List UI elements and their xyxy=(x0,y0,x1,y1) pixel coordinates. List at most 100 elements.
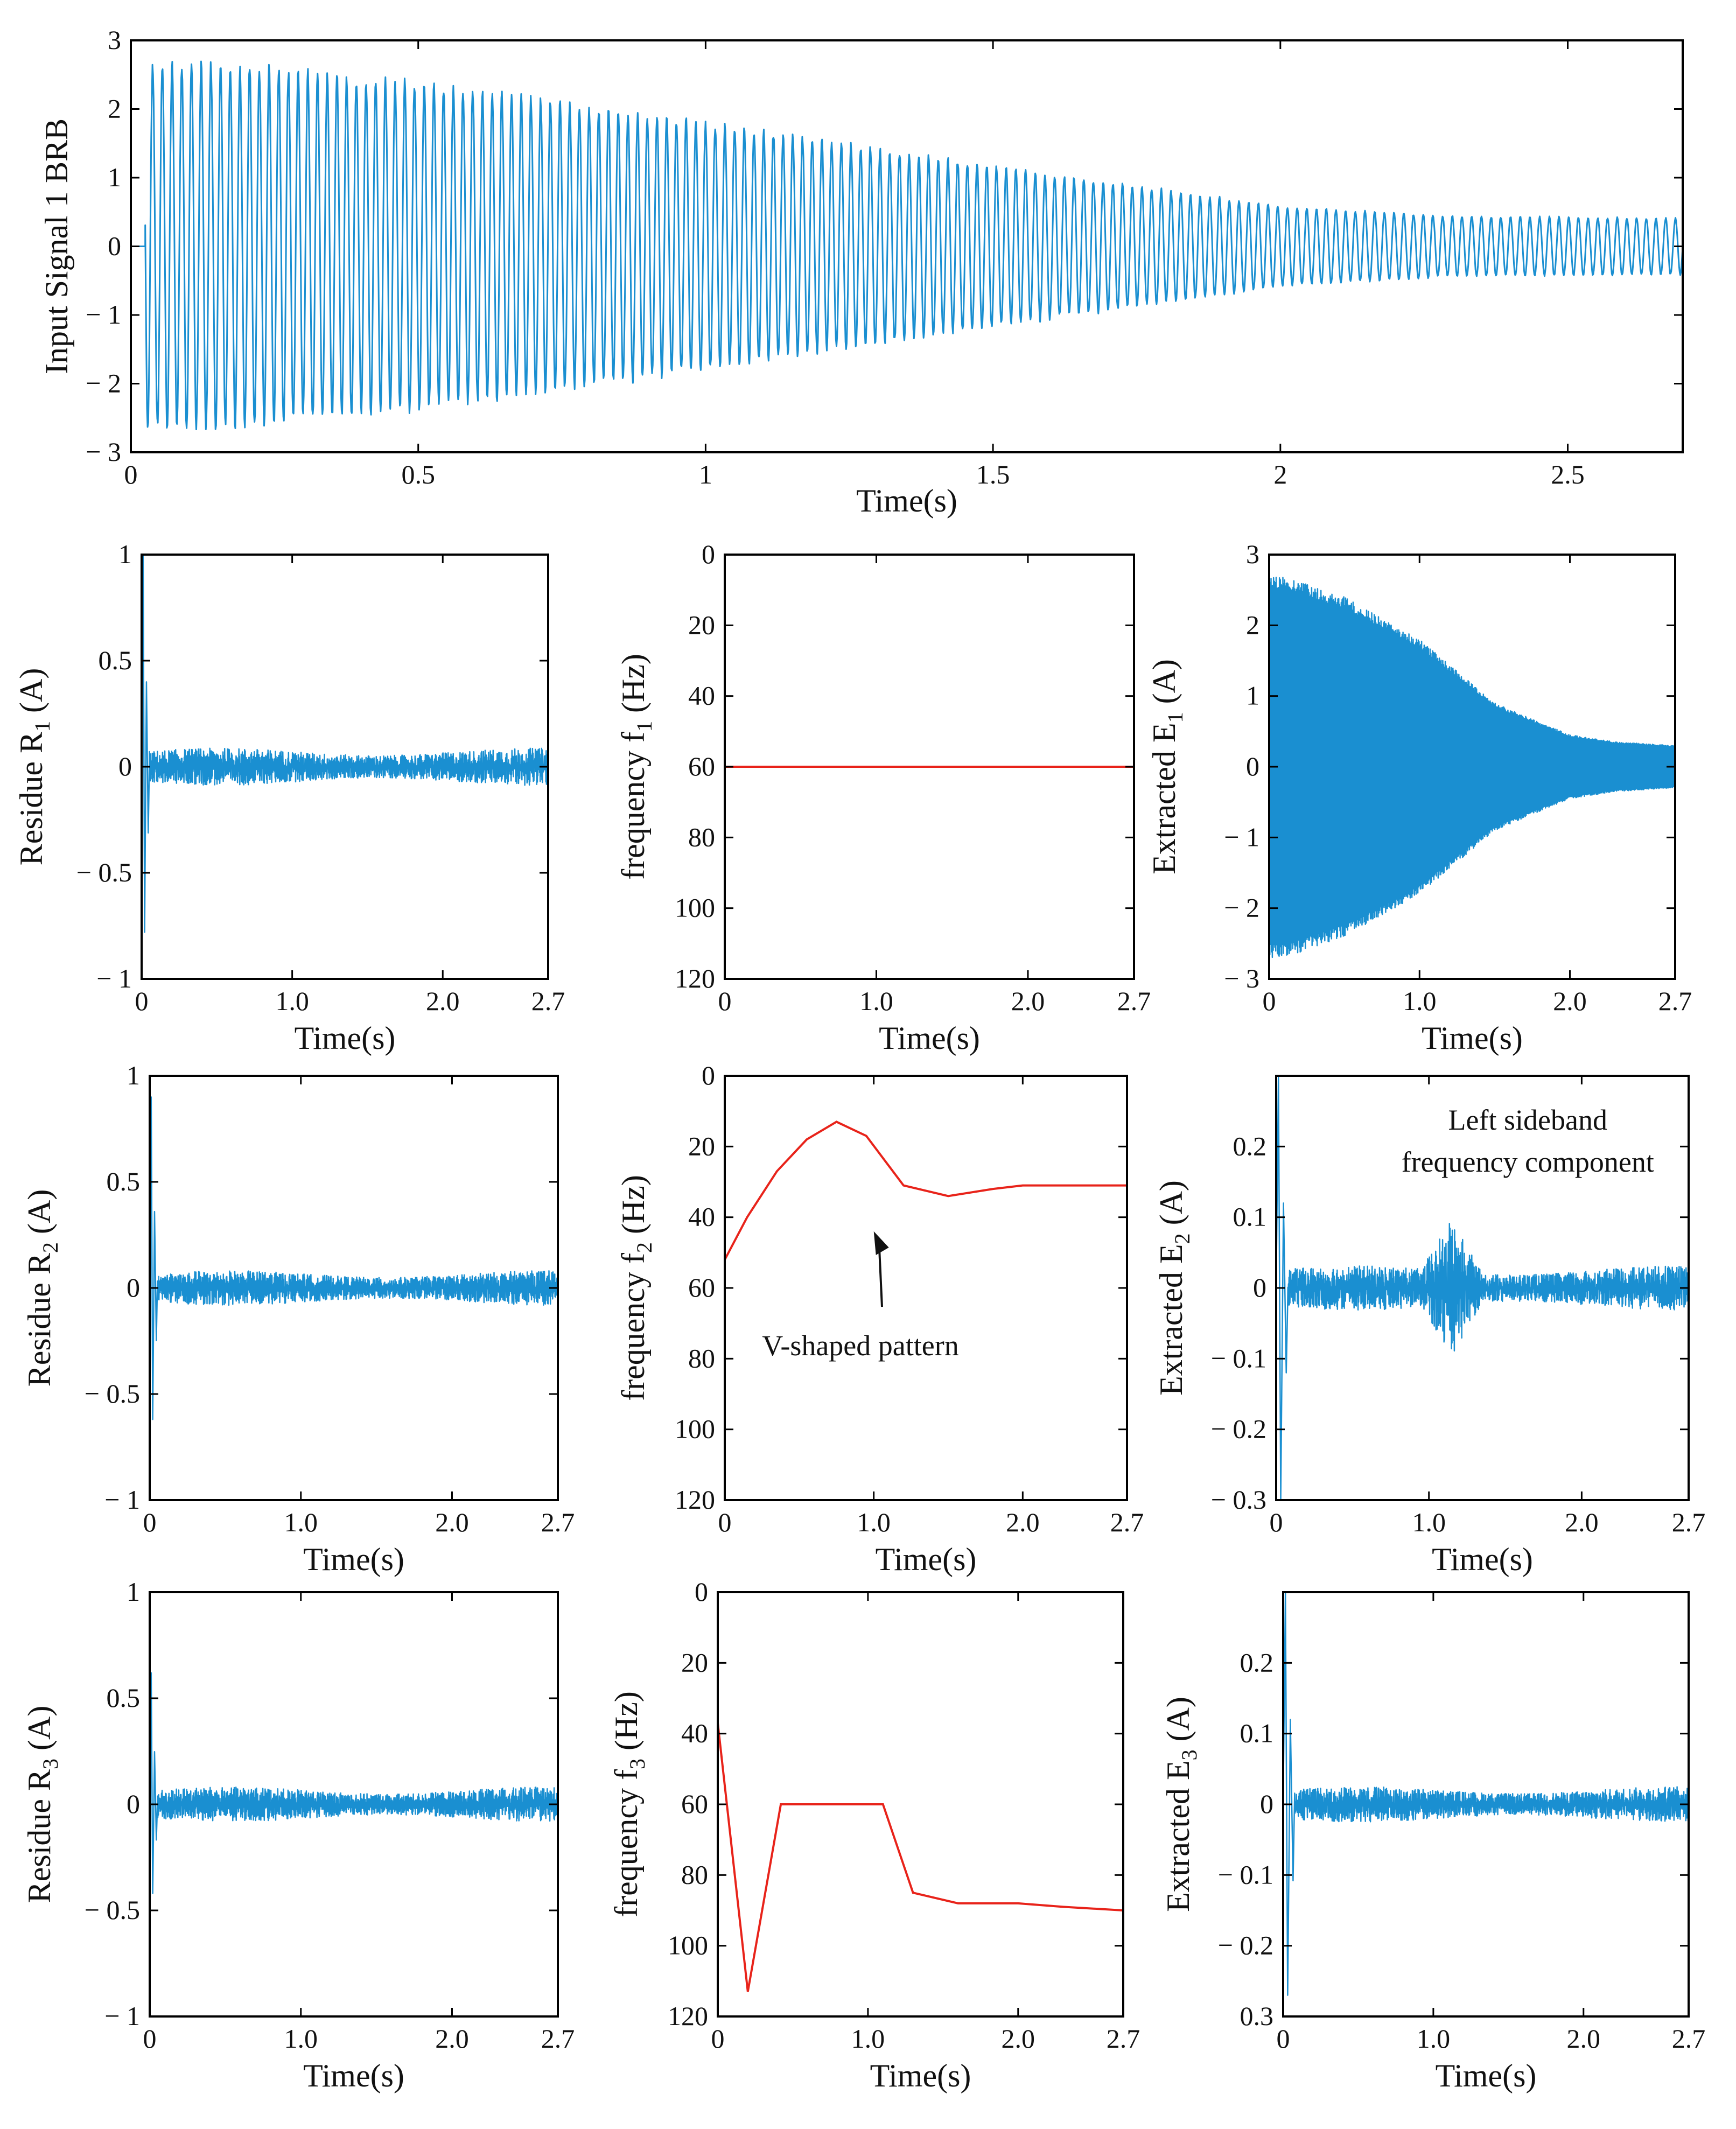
x-tick-label: 0.5 xyxy=(401,459,435,489)
y-tick-label: 3 xyxy=(1246,539,1259,569)
chart-residue-r1: 0 1.0 2.0 2.7 − 1 − 0.5 0 0.5 1 Time(s) Residue R1… xyxy=(13,539,565,1056)
chart-extracted-e1: 0 1.0 2.0 2.7 − 3 − 2 − 1 0 1 2 3 Time(s) Extracted … xyxy=(1146,539,1692,1056)
signal-trace xyxy=(142,555,548,933)
x-tick-label: 1.0 xyxy=(859,986,893,1016)
y-tick-label: 0 xyxy=(127,1272,140,1302)
frequency-line xyxy=(718,1722,1123,1992)
y-tick-label: 0.1 xyxy=(1240,1718,1274,1748)
x-axis-label: Time(s) xyxy=(870,2058,971,2093)
signal-trace xyxy=(150,1096,558,1420)
x-axis-label: Time(s) xyxy=(295,1020,396,1056)
y-tick-label: 0 xyxy=(702,539,715,569)
y-tick-label: 0 xyxy=(695,1577,708,1607)
x-axis-label: Time(s) xyxy=(1422,1020,1523,1056)
x-tick-label: 1.0 xyxy=(275,986,309,1016)
x-axis-label: Time(s) xyxy=(879,1020,980,1056)
signal-trace xyxy=(1276,1076,1689,1500)
y-axis-label: Input Signal 1 BRB xyxy=(39,118,74,374)
x-tick-label: 2.7 xyxy=(541,1507,575,1537)
y-tick-label: 0 xyxy=(108,231,121,261)
y-axis-label: frequency f2 (Hz) xyxy=(615,1175,656,1401)
y-tick-label: 0.5 xyxy=(107,1683,141,1713)
plot-area-residue-r1 xyxy=(142,555,548,933)
y-tick-label: 0 xyxy=(1253,1272,1266,1302)
x-tick-label: 0 xyxy=(1270,1507,1283,1537)
y-tick-label: 0.5 xyxy=(99,645,132,675)
x-tick-label: 2.0 xyxy=(1011,986,1045,1016)
chart-residue-r3: 0 1.0 2.0 2.7 − 1 − 0.5 0 0.5 1 Time(s) Residue R3… xyxy=(22,1577,575,2093)
x-tick-label: 0 xyxy=(135,986,149,1016)
chart-extracted-e2: 0 1.0 2.0 2.7 − 0.3 − 0.2 − 0.1 0 0.1 0.2 Time(s) E… xyxy=(1153,1075,1706,1577)
y-tick-label: 120 xyxy=(668,2001,708,2031)
y-tick-label: 60 xyxy=(688,751,715,781)
y-tick-label: 2 xyxy=(108,94,121,124)
y-tick-label: − 0.1 xyxy=(1211,1343,1266,1373)
annotation-text: frequency component xyxy=(1402,1146,1654,1178)
y-tick-label: − 2 xyxy=(86,368,121,398)
y-tick-label: 0 xyxy=(1260,1789,1273,1819)
x-tick-label: 0 xyxy=(711,2023,725,2054)
y-tick-label: 0.5 xyxy=(107,1166,141,1196)
y-axis-label: Residue R1 (A) xyxy=(13,668,54,866)
plot-area-residue-r3 xyxy=(150,1672,558,1894)
y-tick-label: 40 xyxy=(681,1718,708,1748)
y-tick-label: − 0.2 xyxy=(1211,1414,1266,1444)
y-tick-label: − 1 xyxy=(96,963,132,993)
x-axis-label: Time(s) xyxy=(1432,1542,1533,1577)
y-tick-label: 100 xyxy=(675,893,715,923)
x-tick-label: 1.0 xyxy=(284,2023,318,2054)
signal-trace xyxy=(131,60,1683,430)
x-tick-label: 1.0 xyxy=(1417,2023,1451,2054)
x-tick-label: 2.0 xyxy=(426,986,460,1016)
x-tick-label: 1.0 xyxy=(284,1507,318,1537)
y-tick-label: 1 xyxy=(118,539,132,569)
annotation-arrowhead xyxy=(873,1231,889,1255)
plot-area-extracted-e2 xyxy=(1276,1076,1689,1500)
annotation-arrow xyxy=(878,1244,883,1307)
y-tick-label: 20 xyxy=(681,1647,708,1677)
y-tick-label: 80 xyxy=(688,822,715,852)
y-tick-label: 1 xyxy=(1246,681,1259,711)
x-axis-label: Time(s) xyxy=(1436,2058,1537,2093)
y-tick-label: 40 xyxy=(688,681,715,711)
x-tick-label: 2.7 xyxy=(1107,2023,1140,2054)
x-tick-label: 2.7 xyxy=(1672,1507,1706,1537)
annotation-text: V-shaped pattern xyxy=(762,1329,958,1362)
x-axis-label: Time(s) xyxy=(303,2058,404,2093)
y-axis-label: Extracted E3 (A) xyxy=(1160,1697,1201,1912)
plot-area-input-signal xyxy=(131,60,1683,430)
y-tick-label: − 0.1 xyxy=(1218,1859,1273,1889)
x-tick-label: 2.0 xyxy=(1567,2023,1601,2054)
y-tick-label: − 1 xyxy=(1224,822,1259,852)
y-axis-label: Residue R2 (A) xyxy=(22,1189,62,1387)
x-tick-label: 2.7 xyxy=(1117,986,1151,1016)
y-tick-label: − 0.2 xyxy=(1218,1930,1273,1960)
x-tick-label: 2.0 xyxy=(1553,986,1587,1016)
y-tick-label: 0 xyxy=(127,1789,140,1819)
signal-trace xyxy=(150,1672,558,1894)
x-tick-label: 2.7 xyxy=(531,986,565,1016)
plot-area-frequency-f2 xyxy=(725,1120,1127,1260)
x-tick-label: 2.0 xyxy=(1002,2023,1035,2054)
y-tick-label: 60 xyxy=(681,1789,708,1819)
y-tick-label: 1 xyxy=(108,162,121,192)
x-tick-label: 0 xyxy=(143,2023,157,2054)
x-tick-label: 1.5 xyxy=(976,459,1010,489)
x-tick-label: 2.7 xyxy=(1110,1507,1144,1537)
y-tick-label: 0.2 xyxy=(1240,1647,1274,1677)
y-tick-label: − 1 xyxy=(86,299,121,330)
x-tick-label: 0 xyxy=(124,459,138,489)
axes-frame xyxy=(717,1591,1124,2018)
y-tick-label: 120 xyxy=(675,1484,715,1515)
y-tick-label: − 0.5 xyxy=(76,857,132,887)
plot-area-residue-r2 xyxy=(150,1096,558,1420)
x-tick-label: 2.0 xyxy=(435,1507,469,1537)
x-tick-label: 2.7 xyxy=(1672,2023,1706,2054)
x-tick-label: 0 xyxy=(718,1507,732,1537)
y-tick-label: − 0.5 xyxy=(85,1895,140,1925)
y-tick-label: − 0.5 xyxy=(85,1378,140,1409)
x-tick-label: 0 xyxy=(718,986,732,1016)
y-tick-label: 0.3 xyxy=(1240,2001,1274,2031)
x-tick-label: 1.0 xyxy=(851,2023,885,2054)
